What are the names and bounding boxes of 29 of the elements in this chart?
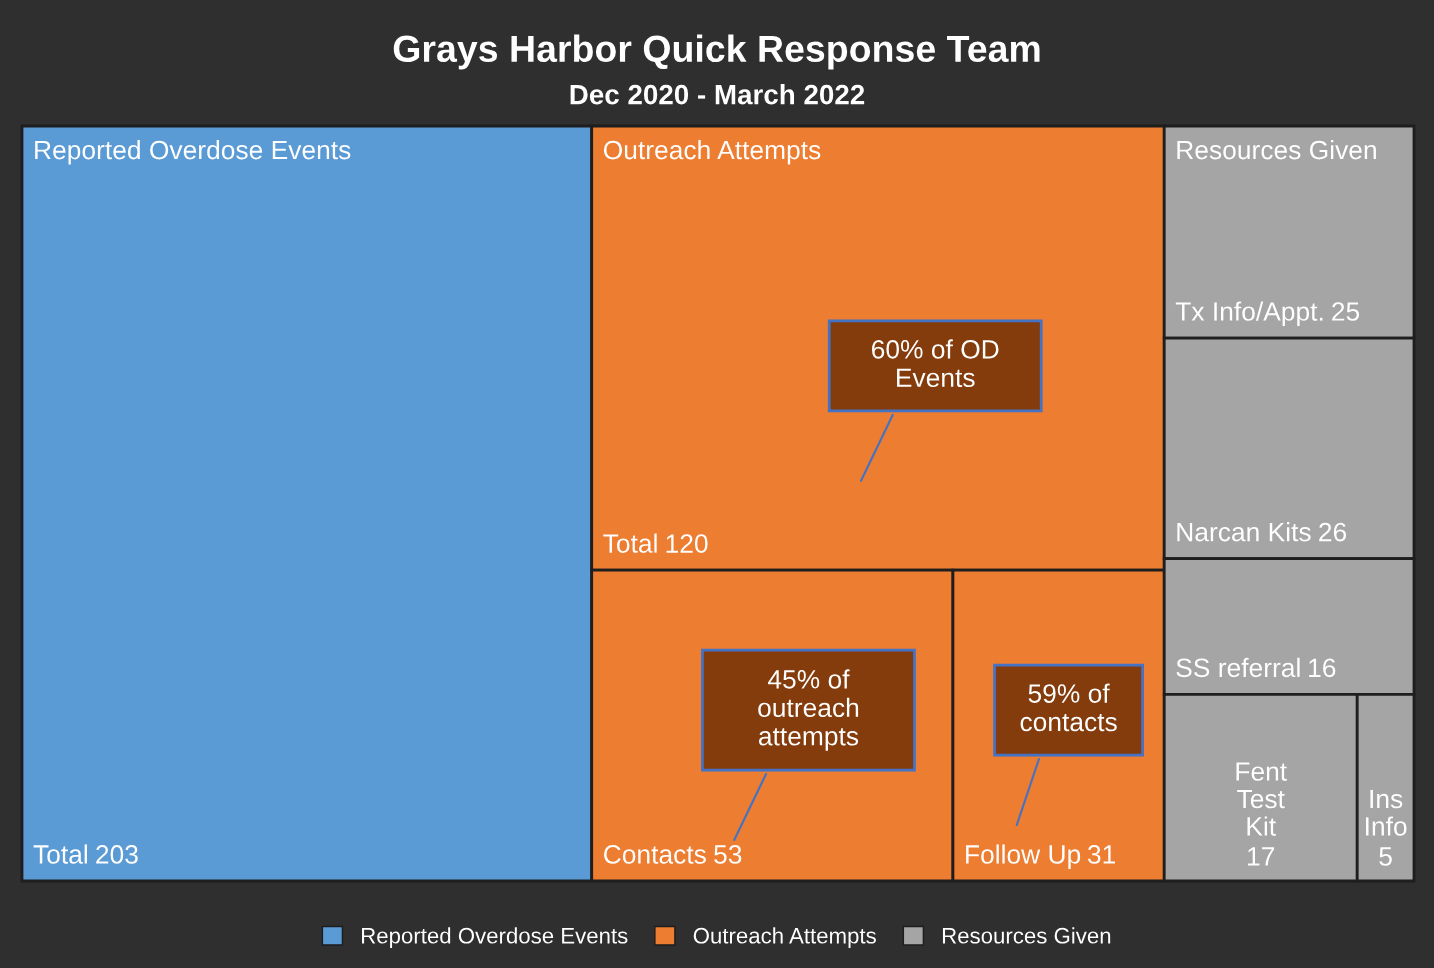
data-label: 26 — [1319, 522, 1347, 542]
data-label: 120 — [666, 534, 708, 553]
category-label: Follow Up — [966, 844, 1081, 869]
data-label: 53 — [714, 845, 742, 864]
data-label: 31 — [1087, 845, 1115, 864]
text: Dec 2020 - March 2022 — [570, 84, 865, 105]
data-label: 203 — [96, 845, 138, 864]
legend-label: Reported Overdose Events — [362, 927, 628, 948]
category-label: Tx Info/Appt. — [1175, 301, 1323, 327]
text: Outreach Attempts — [603, 140, 821, 165]
category-label: SS referral — [1176, 657, 1300, 678]
data-label: 5 — [1379, 847, 1392, 866]
legend-label: Outreach Attempts — [693, 927, 876, 948]
text: 60% of OD Events — [872, 339, 999, 388]
data-label: 16 — [1309, 658, 1336, 678]
category-label: Total — [33, 844, 87, 864]
text: 45% of outreach attempts — [758, 669, 859, 751]
text: 59% of contacts — [1020, 683, 1117, 732]
data-label: 17 — [1248, 847, 1275, 866]
text: Grays Harbor Quick Response Team — [393, 34, 1040, 70]
category-label: Contacts — [604, 845, 706, 864]
text: Reported Overdose Events — [35, 140, 351, 165]
text: Resources Given — [1177, 140, 1376, 160]
data-label: 25 — [1332, 302, 1360, 321]
category-label: Fent Test Kit — [1236, 762, 1287, 836]
category-label: Ins Info — [1366, 789, 1407, 836]
category-label: Total — [603, 533, 657, 553]
category-label: Narcan Kits — [1177, 522, 1311, 542]
legend-label: Resources Given — [942, 927, 1111, 944]
